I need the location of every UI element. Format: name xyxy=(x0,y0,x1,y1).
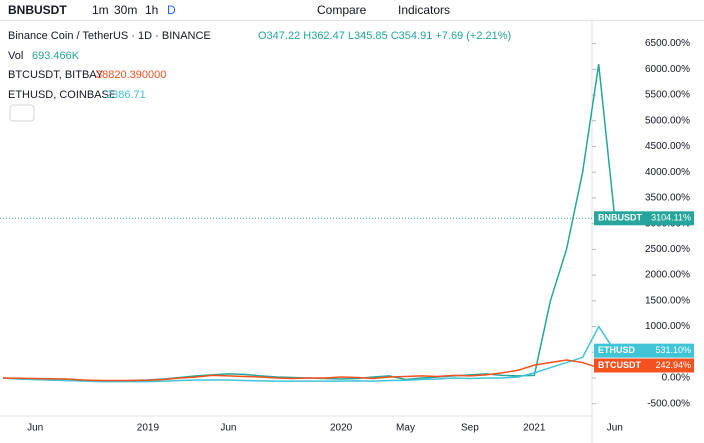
x-tick-label: May xyxy=(396,423,415,434)
y-tick-label: 1000.00% xyxy=(645,321,690,332)
x-tick-label: 2020 xyxy=(330,423,353,434)
y-tick-label: 4000.00% xyxy=(645,167,690,178)
y-tick-label: 5000.00% xyxy=(645,115,690,126)
y-tick-label: 3500.00% xyxy=(645,193,690,204)
overlay-name: ETHUSD, COINBASE xyxy=(8,89,116,101)
tag-name: ETHUSD xyxy=(598,345,636,355)
tag-name: BNBUSDT xyxy=(598,213,643,223)
y-tick-label: 2500.00% xyxy=(645,244,690,255)
x-tick-label: Jun xyxy=(27,423,43,434)
interval[interactable]: 30m xyxy=(114,3,138,17)
series-line xyxy=(2,325,616,383)
x-tick-label: 2021 xyxy=(523,423,546,434)
interval[interactable]: 1h xyxy=(145,3,159,17)
tag-value: 3104.11% xyxy=(651,213,691,223)
collapse-button[interactable] xyxy=(9,104,35,122)
toolbar: BNBUSDT 1m 30m 1h D Compare Indicators xyxy=(0,0,704,21)
legend-title: Binance Coin / TetherUS · 1D · BINANCE xyxy=(8,30,211,42)
x-tick-label: 2019 xyxy=(137,423,160,434)
x-tick-label: Jun xyxy=(607,423,623,434)
vol-label: Vol xyxy=(8,50,23,62)
overlay-value: 2386.71 xyxy=(106,89,146,101)
price-tag xyxy=(594,358,694,373)
tag-name: BTCUSDT xyxy=(598,360,641,370)
price-tag xyxy=(594,211,694,226)
y-tick-label: 2000.00% xyxy=(645,270,690,281)
symbol[interactable]: BNBUSDT xyxy=(8,3,67,17)
y-tick-label: 4500.00% xyxy=(645,141,690,152)
y-tick-label: 5500.00% xyxy=(645,90,690,101)
legend-ohlc: O347.22 H362.47 L345.85 C354.91 +7.69 (+… xyxy=(258,30,511,42)
y-tick-label: 1500.00% xyxy=(645,295,690,306)
price-tag xyxy=(594,343,694,358)
x-tick-label: Jun xyxy=(220,423,236,434)
y-tick-label: 0.00% xyxy=(662,373,690,384)
overlay-name: BTCUSDT, BITBAY xyxy=(8,69,104,81)
y-tick-label: 6000.00% xyxy=(645,64,690,75)
tag-value: 531.10% xyxy=(655,345,691,355)
tag-value: 242.94% xyxy=(655,360,691,370)
series-line xyxy=(2,64,616,382)
series-line xyxy=(2,359,615,382)
y-tick-label: -500.00% xyxy=(647,398,690,409)
interval[interactable]: D xyxy=(167,3,176,17)
compare[interactable]: Compare xyxy=(317,3,367,17)
vol-value: 693.466K xyxy=(32,50,80,62)
x-tick-label: Sep xyxy=(461,423,479,434)
y-tick-label: 6500.00% xyxy=(645,38,690,49)
indicators[interactable]: Indicators xyxy=(398,3,451,17)
interval[interactable]: 1m xyxy=(92,3,109,17)
overlay-value: 38820.390000 xyxy=(96,69,166,81)
